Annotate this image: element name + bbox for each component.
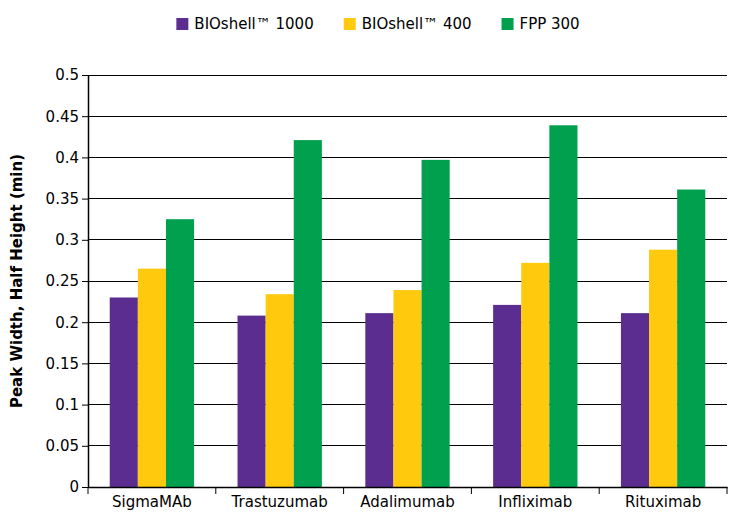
y-tick-label: 0.15: [46, 355, 79, 373]
y-tick-label: 0.5: [55, 66, 79, 84]
y-tick-mark: [82, 116, 88, 117]
y-tick-label: 0: [69, 478, 79, 496]
x-tick-label: Adalimumab: [360, 493, 455, 511]
y-tick-mark: [82, 240, 88, 241]
grid-line: [88, 75, 727, 76]
y-tick: 0.1: [55, 396, 88, 414]
y-tick-label: 0.3: [55, 231, 79, 249]
bar: [621, 313, 649, 487]
bar: [365, 313, 393, 487]
grid-line: [88, 198, 727, 199]
legend-label: BIOshell™ 400: [362, 15, 472, 33]
bar: [649, 250, 677, 487]
bar: [266, 294, 294, 487]
y-tick-mark: [82, 157, 88, 158]
bar: [493, 305, 521, 487]
y-tick-mark: [82, 446, 88, 447]
y-tick-label: 0.25: [46, 272, 79, 290]
bar: [393, 290, 421, 487]
y-tick: 0.15: [46, 355, 88, 373]
bar-series: [166, 125, 705, 487]
bar: [294, 140, 322, 487]
bar: [110, 297, 138, 487]
legend-swatch: [344, 18, 356, 30]
y-tick: 0.3: [55, 231, 88, 249]
x-axis-line: [89, 487, 728, 489]
x-tick: SigmaMAb: [112, 487, 192, 511]
y-axis-title: Peak Width, Half Height (min): [8, 154, 26, 408]
legend-swatch: [176, 18, 188, 30]
y-tick-mark: [82, 75, 88, 76]
y-tick: 0.25: [46, 272, 88, 290]
bar: [138, 269, 166, 487]
x-tick-label: Infliximab: [498, 493, 572, 511]
y-tick-mark: [82, 281, 88, 282]
x-tick-label: Rituximab: [625, 493, 701, 511]
x-tick-label: Trastuzumab: [231, 493, 328, 511]
category-separator: [727, 487, 728, 494]
bar: [238, 316, 266, 487]
legend-label: BIOshell™ 1000: [194, 15, 313, 33]
category-separator: [88, 487, 89, 494]
x-tick: Rituximab: [625, 487, 701, 511]
y-tick-label: 0.05: [46, 437, 79, 455]
grid: [88, 75, 727, 487]
y-tick-mark: [82, 199, 88, 200]
bars: [110, 125, 706, 487]
y-tick-label: 0.35: [46, 190, 79, 208]
x-tick: Adalimumab: [360, 487, 455, 511]
y-tick: 0.05: [46, 437, 88, 455]
legend-item: BIOshell™ 400: [344, 15, 472, 33]
y-tick: 0.45: [46, 108, 88, 126]
y-axis: 0 0.05 0.1 0.15 0.2 0.25 0.3 0.35 0.4 0.45 0.5: [46, 66, 89, 496]
legend-swatch: [502, 18, 514, 30]
y-tick-mark: [82, 487, 88, 488]
category-separator: [215, 487, 216, 494]
x-axis: SigmaMAb Trastuzumab Adalimumab Infliximab R…: [88, 487, 728, 511]
y-tick-mark: [82, 363, 88, 364]
y-tick-label: 0.45: [46, 108, 79, 126]
y-tick-label: 0.1: [55, 396, 79, 414]
y-tick: 0.35: [46, 190, 88, 208]
bar: [166, 219, 194, 487]
bar-series: [138, 250, 677, 487]
y-tick-mark: [82, 322, 88, 323]
y-tick: 0.5: [55, 66, 88, 84]
legend-label: FPP 300: [520, 15, 580, 33]
x-tick: Trastuzumab: [231, 487, 328, 511]
grid-line: [88, 116, 727, 117]
y-tick: 0.2: [55, 314, 88, 332]
y-tick-mark: [82, 405, 88, 406]
legend-item: BIOshell™ 1000: [176, 15, 313, 33]
chart: 0 0.05 0.1 0.15 0.2 0.25 0.3 0.35 0.4 0.45 0.5 Sigm…: [0, 0, 736, 532]
bar: [677, 190, 705, 487]
category-separator: [599, 487, 600, 494]
y-tick-label: 0.4: [55, 149, 79, 167]
x-tick: Infliximab: [498, 487, 572, 511]
legend-item: FPP 300: [502, 15, 580, 33]
bar: [549, 125, 577, 487]
y-tick: 0: [69, 478, 88, 496]
x-tick-label: SigmaMAb: [112, 493, 192, 511]
bar: [422, 160, 450, 487]
category-separator: [343, 487, 344, 494]
legend: BIOshell™ 1000 BIOshell™ 400 FPP 300: [176, 15, 579, 33]
category-separators: [88, 487, 727, 494]
grid-line: [88, 157, 727, 158]
plot: 0 0.05 0.1 0.15 0.2 0.25 0.3 0.35 0.4 0.45 0.5 Sigm…: [46, 66, 728, 510]
y-tick-label: 0.2: [55, 314, 79, 332]
bar: [521, 263, 549, 487]
category-separator: [471, 487, 472, 494]
y-tick: 0.4: [55, 149, 88, 167]
